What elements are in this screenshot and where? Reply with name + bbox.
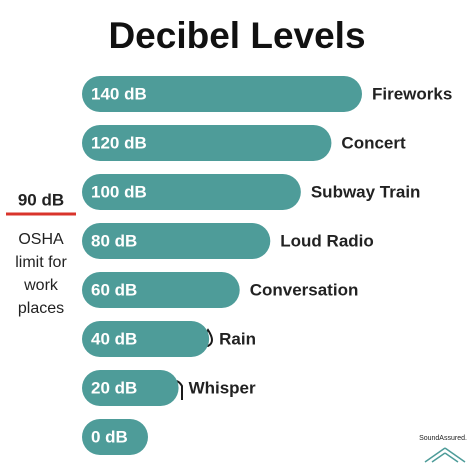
logo: SoundAssured. <box>419 435 467 442</box>
bar <box>82 76 362 112</box>
category-label: Rain <box>219 329 256 348</box>
category-label: Loud Radio <box>280 231 373 250</box>
chart-title: Decibel Levels <box>108 15 365 56</box>
bar <box>82 370 179 406</box>
value-label: 80 dB <box>91 231 137 250</box>
category-label: Fireworks <box>372 84 452 103</box>
bar <box>82 272 240 308</box>
bar <box>82 174 301 210</box>
bar <box>82 321 210 357</box>
category-label: Conversation <box>250 280 359 299</box>
category-label: Subway Train <box>311 182 421 201</box>
category-label: Concert <box>341 133 406 152</box>
limit-label: 90 dB <box>18 190 64 209</box>
limit-text: OSHA limit for work places <box>15 231 67 317</box>
value-label: 100 dB <box>91 182 147 201</box>
value-label: 20 dB <box>91 378 137 397</box>
bar <box>82 125 332 161</box>
category-label: Whisper <box>189 378 256 397</box>
bar <box>82 419 148 455</box>
value-label: 60 dB <box>91 280 137 299</box>
bar <box>82 223 271 259</box>
value-label: 140 dB <box>91 84 147 103</box>
value-label: 40 dB <box>91 329 137 348</box>
value-label: 0 dB <box>91 427 128 446</box>
value-label: 120 dB <box>91 133 147 152</box>
